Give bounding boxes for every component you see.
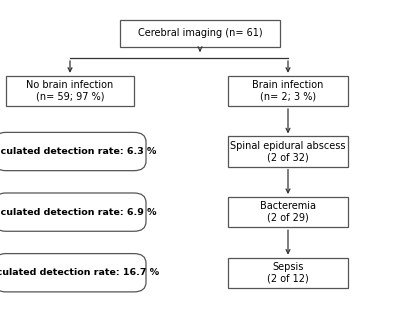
Text: Sepsis
(2 of 12): Sepsis (2 of 12) (267, 262, 309, 284)
FancyBboxPatch shape (228, 76, 348, 106)
Text: Bacteremia
(2 of 29): Bacteremia (2 of 29) (260, 201, 316, 223)
Text: Calculated detection rate: 6.9 %: Calculated detection rate: 6.9 % (0, 208, 156, 217)
Text: Brain infection
(n= 2; 3 %): Brain infection (n= 2; 3 %) (252, 80, 324, 102)
FancyBboxPatch shape (228, 197, 348, 227)
FancyBboxPatch shape (228, 258, 348, 288)
FancyBboxPatch shape (228, 137, 348, 167)
FancyBboxPatch shape (0, 132, 146, 171)
Text: No brain infection
(n= 59; 97 %): No brain infection (n= 59; 97 %) (26, 80, 114, 102)
FancyBboxPatch shape (6, 76, 134, 106)
Text: Cerebral imaging (n= 61): Cerebral imaging (n= 61) (138, 28, 262, 39)
Text: Calculated detection rate: 6.3 %: Calculated detection rate: 6.3 % (0, 147, 156, 156)
FancyBboxPatch shape (120, 20, 280, 47)
FancyBboxPatch shape (0, 193, 146, 231)
FancyBboxPatch shape (0, 254, 146, 292)
Text: Spinal epidural abscess
(2 of 32): Spinal epidural abscess (2 of 32) (230, 141, 346, 162)
Text: Calculated detection rate: 16.7 %: Calculated detection rate: 16.7 % (0, 268, 160, 277)
